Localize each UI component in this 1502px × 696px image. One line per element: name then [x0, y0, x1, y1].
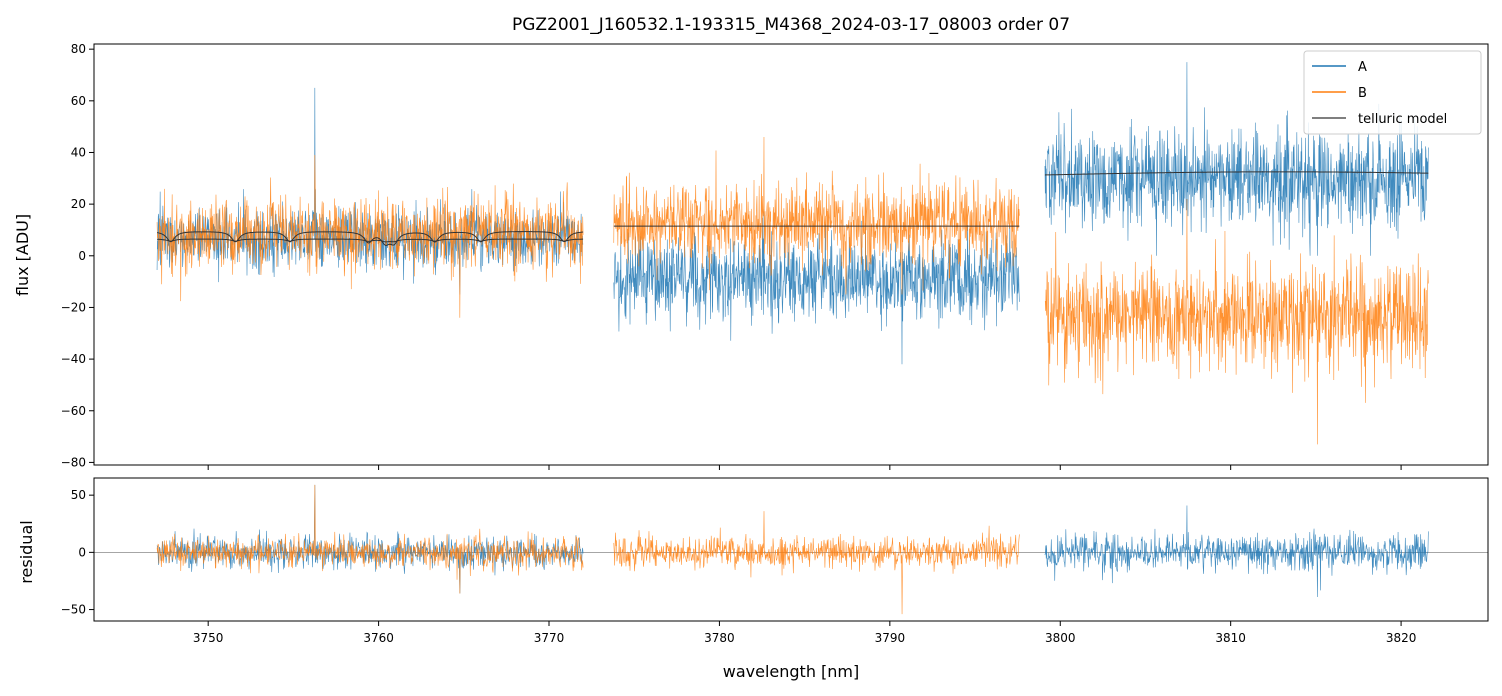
flux-panel-frame: [93, 43, 1489, 466]
x-tick-label: 3790: [875, 631, 906, 645]
residual-y-tick-label: 50: [71, 488, 86, 502]
residual-b-segment-1: [156, 484, 584, 594]
x-axis-label: wavelength [nm]: [723, 662, 860, 681]
flux-y-tick-label: −20: [61, 300, 86, 314]
legend-label-b: B: [1358, 86, 1367, 101]
series-b-segment-2: [613, 136, 1020, 295]
residual-y-axis: −50 0 50: [61, 488, 94, 617]
flux-axis-label: flux [ADU]: [13, 214, 32, 296]
flux-y-tick-label: −40: [61, 352, 86, 366]
telluric-model-b-segment-1: [156, 231, 584, 246]
legend-label-a: A: [1358, 60, 1367, 75]
flux-x-axis-ticks: [207, 465, 1402, 470]
x-tick-label: 3800: [1045, 631, 1076, 645]
residual-x-axis: 3750 3760 3770 3780 3790 3800 3810 3820: [193, 621, 1416, 645]
flux-y-tick-label: 80: [71, 42, 86, 56]
residual-panel-frame: [93, 477, 1489, 622]
x-tick-label: 3780: [704, 631, 735, 645]
x-tick-label: 3770: [534, 631, 565, 645]
x-tick-label: 3820: [1386, 631, 1417, 645]
legend: A B telluric model: [1303, 50, 1482, 135]
chart-title: PGZ2001_J160532.1-193315_M4368_2024-03-1…: [512, 15, 1070, 35]
series-a-segment-2: [613, 209, 1020, 365]
residual-y-tick-label: 0: [78, 545, 86, 559]
residual-a-segment-3: [1044, 505, 1429, 597]
flux-y-tick-label: 0: [78, 249, 86, 263]
flux-y-tick-label: 20: [71, 197, 86, 211]
telluric-model-a-segment-1: [157, 238, 584, 243]
telluric-model-segment-3: [1044, 171, 1429, 176]
legend-box: [1303, 50, 1482, 135]
legend-label-telluric: telluric model: [1358, 112, 1447, 127]
series-b-segment-1: [156, 155, 584, 318]
residual-data: [94, 484, 1488, 615]
series-b-segment-3: [1044, 198, 1429, 445]
flux-y-tick-label: −60: [61, 404, 86, 418]
residual-b-segment-2: [613, 511, 1020, 615]
x-tick-label: 3810: [1215, 631, 1246, 645]
flux-data: [156, 62, 1429, 445]
flux-y-tick-label: −80: [61, 455, 86, 469]
flux-y-tick-label: 40: [71, 145, 86, 159]
x-tick-label: 3750: [193, 631, 224, 645]
residual-y-tick-label: −50: [61, 603, 86, 617]
residual-axis-label: residual: [17, 520, 36, 583]
flux-panel: −80 −60 −40 −20 0 20 40 60 80 flux [ADU]: [13, 42, 1489, 470]
flux-y-axis: −80 −60 −40 −20 0 20 40 60 80: [61, 42, 94, 469]
x-tick-label: 3760: [363, 631, 394, 645]
flux-y-tick-label: 60: [71, 94, 86, 108]
series-a-segment-3: [1044, 62, 1429, 256]
